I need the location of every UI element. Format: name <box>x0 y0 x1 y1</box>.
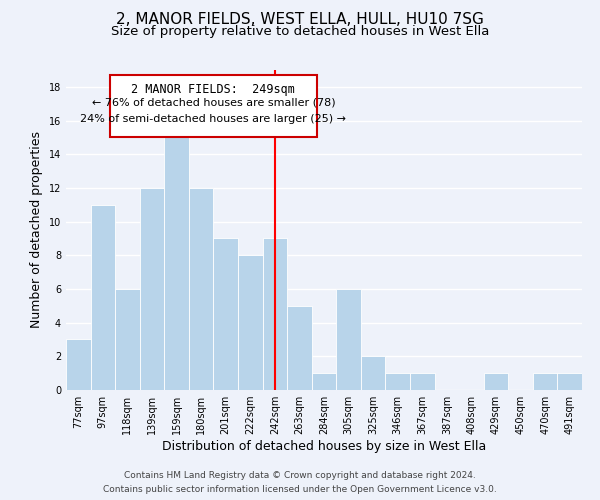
Bar <box>410 373 434 390</box>
Bar <box>91 204 115 390</box>
Bar <box>287 306 312 390</box>
Text: 2, MANOR FIELDS, WEST ELLA, HULL, HU10 7SG: 2, MANOR FIELDS, WEST ELLA, HULL, HU10 7… <box>116 12 484 28</box>
Text: Size of property relative to detached houses in West Ella: Size of property relative to detached ho… <box>111 25 489 38</box>
Bar <box>115 289 140 390</box>
Bar <box>263 238 287 390</box>
Text: ← 76% of detached houses are smaller (78): ← 76% of detached houses are smaller (78… <box>92 98 335 108</box>
FancyBboxPatch shape <box>110 75 317 138</box>
Text: 2 MANOR FIELDS:  249sqm: 2 MANOR FIELDS: 249sqm <box>131 82 295 96</box>
Text: Contains HM Land Registry data © Crown copyright and database right 2024.: Contains HM Land Registry data © Crown c… <box>124 472 476 480</box>
Bar <box>189 188 214 390</box>
Bar <box>361 356 385 390</box>
X-axis label: Distribution of detached houses by size in West Ella: Distribution of detached houses by size … <box>162 440 486 453</box>
Text: 24% of semi-detached houses are larger (25) →: 24% of semi-detached houses are larger (… <box>80 114 346 124</box>
Bar <box>557 373 582 390</box>
Bar <box>164 138 189 390</box>
Y-axis label: Number of detached properties: Number of detached properties <box>30 132 43 328</box>
Bar <box>484 373 508 390</box>
Bar <box>336 289 361 390</box>
Bar <box>533 373 557 390</box>
Bar <box>140 188 164 390</box>
Bar <box>385 373 410 390</box>
Text: Contains public sector information licensed under the Open Government Licence v3: Contains public sector information licen… <box>103 484 497 494</box>
Bar <box>66 340 91 390</box>
Bar <box>312 373 336 390</box>
Bar <box>214 238 238 390</box>
Bar <box>238 256 263 390</box>
